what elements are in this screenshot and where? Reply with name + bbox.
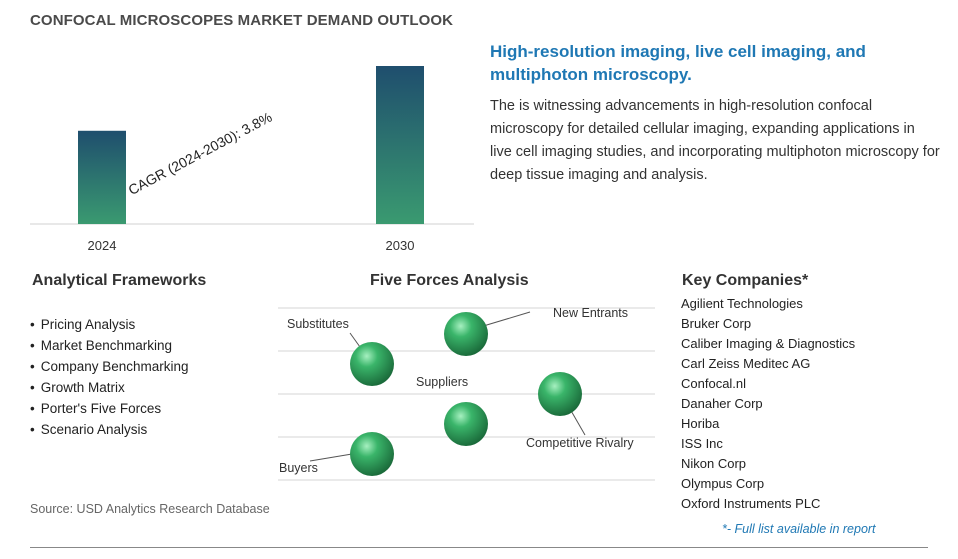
bar-2030	[376, 66, 424, 224]
list-item: Scenario Analysis	[30, 419, 189, 440]
companies-footnote: *- Full list available in report	[722, 522, 876, 536]
five-forces-title: Five Forces Analysis	[370, 272, 529, 289]
list-item: Growth Matrix	[30, 377, 189, 398]
company-item: Confocal.nl	[681, 376, 747, 391]
force-label-suppliers: Suppliers	[416, 375, 468, 389]
bottom-rule	[30, 547, 928, 548]
company-item: ISS Inc	[681, 436, 723, 451]
force-label-substitutes: Substitutes	[287, 317, 349, 331]
bar-2024	[78, 130, 126, 224]
company-item: Olympus Corp	[681, 476, 765, 491]
frameworks-list: Pricing Analysis Market Benchmarking Com…	[30, 314, 189, 440]
description: The is witnessing advancements in high-r…	[490, 98, 940, 183]
sphere-substitutes	[350, 342, 394, 386]
frameworks-title: Analytical Frameworks	[32, 272, 207, 289]
report-title: CONFOCAL MICROSCOPES MARKET DEMAND OUTLO…	[30, 12, 454, 29]
company-item: Oxford Instruments PLC	[681, 496, 821, 511]
company-item: Danaher Corp	[681, 396, 763, 411]
x-tick-label: 2024	[88, 238, 117, 253]
sphere-suppliers	[444, 402, 488, 446]
companies-title: Key Companies*	[682, 272, 809, 289]
list-item: Company Benchmarking	[30, 356, 189, 377]
company-item: Horiba	[681, 416, 720, 431]
company-item: Caliber Imaging & Diagnostics	[681, 336, 856, 351]
list-item: Pricing Analysis	[30, 314, 189, 335]
force-label-buyers: Buyers	[279, 461, 318, 475]
company-item: Agilient Technologies	[681, 296, 803, 311]
sphere-competitive-rivalry	[538, 372, 582, 416]
source-note: Source: USD Analytics Research Database	[30, 502, 270, 516]
x-tick-label: 2030	[386, 238, 415, 253]
five-forces-diagram: Substitutes New Entrants Suppliers Compe…	[278, 306, 655, 481]
sphere-buyers	[350, 432, 394, 476]
sphere-new-entrants	[444, 312, 488, 356]
force-label-competitive-rivalry: Competitive Rivalry	[526, 436, 634, 450]
company-item: Nikon Corp	[681, 456, 747, 471]
company-item: Bruker Corp	[681, 316, 752, 331]
headline: High-resolution imaging, live cell imagi…	[490, 42, 866, 84]
list-item: Market Benchmarking	[30, 335, 189, 356]
companies-list: Agilient Technologies Bruker Corp Calibe…	[681, 294, 855, 514]
company-item: Carl Zeiss Meditec AG	[681, 356, 811, 371]
force-label-new-entrants: New Entrants	[553, 306, 628, 320]
bar-chart: 2024 2030	[30, 66, 474, 253]
list-item: Porter's Five Forces	[30, 398, 189, 419]
